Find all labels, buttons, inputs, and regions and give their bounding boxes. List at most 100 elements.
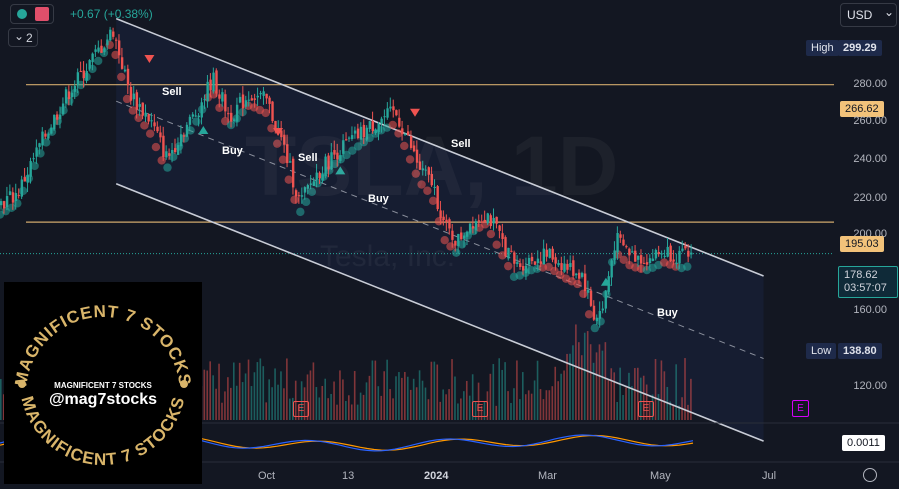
logo-ring-top: MAGNIFICENT 7 STOCKS [11,302,195,388]
logo-small-text: MAGNIFICENT 7 STOCKS [54,381,152,390]
volume-bar [542,399,545,420]
candle-body [566,263,569,270]
candle-body [398,117,401,127]
volume-bar [554,366,557,420]
company-watermark: Tesla, Inc. [320,240,456,273]
logo-handle: @mag7stocks [49,391,157,408]
candle-body [406,131,410,136]
candle-body [563,263,566,272]
candle-body [253,98,257,100]
candle-body [619,234,622,238]
candle-body [501,233,504,240]
candle-body [303,187,307,193]
candle-body [395,110,398,116]
volume-bar [530,393,533,420]
visibility-toggle-icon[interactable] [17,9,27,19]
volume-bar [457,403,459,420]
candle-body [560,263,563,271]
candle-body [557,263,560,266]
candle-body [527,257,531,265]
chart-settings-icon[interactable] [863,468,877,482]
trend-glow-point [411,169,421,178]
settings-icon[interactable] [35,7,49,21]
candle-body [129,86,133,101]
earnings-marker[interactable]: E [293,401,309,417]
candle-body [206,81,209,102]
candle-body [268,97,271,104]
volume-bar [451,359,453,420]
collapse-legend-button[interactable]: ⌄ 2 [8,28,38,47]
candle-body [554,257,557,264]
volume-bar [380,395,383,420]
trend-glow-point [117,72,126,82]
signal-buy-2: Buy [368,193,389,205]
volume-bar [610,368,613,420]
trend-glow-point [273,139,282,148]
candle-body [634,250,637,262]
x-tick-2024: 2024 [424,470,449,482]
trend-glow-point [504,261,513,271]
high-label: High [806,40,839,56]
candle-body [483,219,487,222]
trend-glow-point [307,187,317,197]
candle-body [218,94,221,99]
volume-bar [521,372,524,420]
legend-toggle-group[interactable] [10,4,54,24]
trend-glow-point [128,106,138,115]
trend-glow-point [417,180,426,189]
volume-bar [395,376,397,420]
candle-body [115,39,118,41]
trend-glow-point [590,323,600,333]
earnings-marker[interactable]: E [638,401,654,417]
chevron-down-icon: ⌄ [884,5,895,19]
volume-bar [318,397,321,420]
trend-glow-point [683,262,692,271]
candle-body [109,29,112,41]
candle-body [675,262,678,265]
volume-bar [539,389,542,420]
volume-bar [368,375,371,420]
volume-bar [454,376,456,420]
symbol-watermark: TSLA, 1D [245,118,618,215]
candle-body [539,261,543,264]
volume-bar [501,369,503,420]
volume-bar [607,379,610,420]
candle-body [47,133,50,139]
candle-body [274,120,277,131]
candle-body [215,70,218,94]
volume-bar [622,395,624,420]
candle-body [76,72,80,85]
candle-body [536,258,540,264]
volume-bar [572,345,574,420]
trend-glow-point [284,175,293,184]
candle-body [112,31,115,37]
volume-bar [598,344,601,420]
candle-body [460,232,463,240]
candle-body [50,127,53,134]
candle-body [265,93,268,99]
candle-body [185,124,189,137]
trend-glow-point [486,229,496,239]
trend-glow-point [122,94,132,104]
trend-glow-point [93,56,103,66]
currency-selector[interactable]: USD ⌄ [840,3,897,27]
candle-body [637,255,640,260]
volume-bar [533,380,536,420]
trend-glow-point [613,250,623,259]
volume-bar [377,386,380,420]
volume-bar [578,342,580,420]
trend-glow-point [296,207,305,217]
candle-body [392,106,395,111]
trend-glow-point [145,129,155,138]
candle-body [318,172,321,179]
volume-bar [386,359,388,420]
volume-bar [277,384,279,420]
future-earnings-marker[interactable]: E [792,400,809,417]
candle-body [551,248,554,260]
trend-glow-point [151,142,161,152]
candle-body [5,196,9,208]
candle-body [572,260,575,276]
earnings-marker[interactable]: E [472,401,488,417]
candle-body [203,99,206,101]
